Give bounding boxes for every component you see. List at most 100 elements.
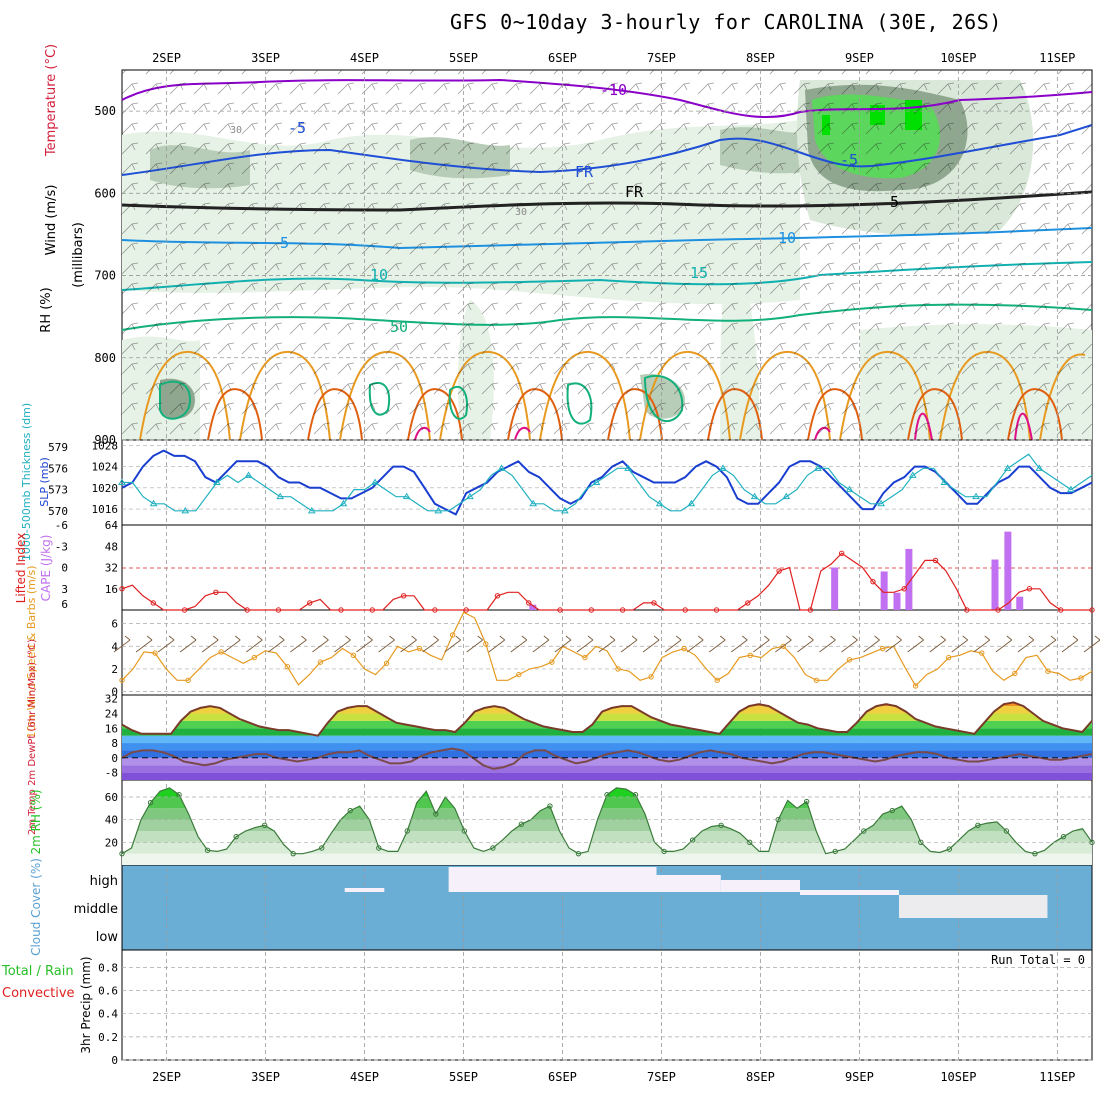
thickness-line-point <box>1035 464 1044 471</box>
precip-tick-label: 0.6 <box>98 985 118 998</box>
thickness-line-point <box>940 478 949 485</box>
wind-barb <box>1039 635 1057 653</box>
thickness-line-point <box>1003 464 1012 471</box>
wind-speed-line-point <box>284 663 291 670</box>
lifted-tick-label: 0 <box>61 562 68 575</box>
wind-barb <box>290 635 307 653</box>
wind-barb <box>907 635 924 653</box>
stability-panel <box>121 524 1093 611</box>
temperature-band <box>122 720 1092 729</box>
pressure-tick-label: 500 <box>94 104 116 118</box>
wind-barb <box>841 635 858 653</box>
lifted-index-line-point <box>995 607 1001 613</box>
wind-speed-line-point <box>846 657 853 663</box>
thickness-label: 1000-500mb Thickness (dm) <box>20 403 33 561</box>
wind-barb <box>775 635 792 653</box>
temp-label: 2m Temp 2m DewPt (6hr Min/Max) (°C) <box>27 639 38 835</box>
temperature-line <box>121 701 1093 737</box>
slp-tick-label: 1016 <box>92 503 119 516</box>
lifted-index-line-point <box>1058 607 1064 613</box>
rh2m-line-point <box>376 845 382 851</box>
lifted-index-line-point <box>307 600 313 606</box>
upper-wind-barbs <box>122 70 1092 440</box>
cape-tick-label: 32 <box>105 562 118 575</box>
wind-speed-line-point <box>152 650 158 656</box>
thickness-line-point <box>877 499 886 507</box>
rh2m-tick-label: 60 <box>105 791 118 804</box>
wind-speed-line-point <box>1012 670 1018 677</box>
rh2m-line-point <box>1003 828 1010 834</box>
contour-label: 5 <box>280 234 289 252</box>
pressure-tick-label: 700 <box>94 269 116 283</box>
temp-tick-label: 0 <box>111 752 118 765</box>
pressure-panel <box>121 439 1093 526</box>
date-label-bottom: 9SEP <box>845 1070 874 1084</box>
wind-barb <box>312 635 329 653</box>
wind-barb <box>444 635 461 653</box>
wind-speed-line-point <box>879 645 886 652</box>
date-label-bottom: 11SEP <box>1039 1070 1075 1084</box>
cloud-block <box>448 867 657 892</box>
lifted-index-line-point <box>338 607 344 613</box>
wind-barb <box>620 635 638 653</box>
temperature-band <box>122 743 1092 751</box>
contour-label: 30 <box>230 125 242 136</box>
left-axis-titles: Wind (m/s) Temperature (°C) RH (%) (mill… <box>1 44 93 1054</box>
wind-barb <box>554 635 572 653</box>
thickness-line-point <box>371 478 379 485</box>
thickness-line-point <box>434 506 443 514</box>
temperature-band <box>122 735 1092 744</box>
rh2m-band <box>122 853 1092 865</box>
pressure-tick-label: 600 <box>94 186 116 200</box>
wind-speed-line-point <box>979 650 985 656</box>
date-label-bottom: 10SEP <box>940 1070 976 1084</box>
lifted-tick-label: -3 <box>55 540 68 553</box>
wind-barb <box>708 635 726 653</box>
thickness-tick-label: 573 <box>48 484 68 497</box>
date-label-top: 3SEP <box>251 51 280 65</box>
wind-speed-line-point <box>218 649 224 655</box>
slp-label: SLP (mb) <box>38 457 51 507</box>
rh2m-line-point <box>661 848 667 855</box>
thickness-line-point <box>402 492 411 500</box>
precip-convective-label: Convective <box>2 986 75 1001</box>
rh2m-line-point <box>319 845 325 851</box>
lifted-index-line-point <box>651 600 657 606</box>
rh2m-line-point <box>518 821 525 827</box>
lifted-index-line-point <box>1089 607 1095 613</box>
rh2m-line-point <box>975 822 981 829</box>
temp-tick-label: -8 <box>105 767 118 780</box>
rh2m-line-point <box>547 803 553 809</box>
thickness-line-point <box>181 506 190 514</box>
lifted-index-line-point <box>932 557 939 564</box>
temperature-band <box>122 757 1092 766</box>
wind-speed-line-point <box>1045 668 1051 674</box>
temperature-band <box>122 728 1092 736</box>
contour-label: 5 <box>890 193 899 211</box>
lifted-index-line-point <box>557 607 563 613</box>
wind-speed-line-point <box>350 652 357 659</box>
wind-speed-line-point <box>251 654 257 661</box>
cape-bar <box>831 567 839 610</box>
lifted-index-line-point <box>119 586 125 592</box>
wind-speed-line-point <box>747 652 753 659</box>
wind-speed-line-point <box>912 683 919 689</box>
date-label-bottom: 4SEP <box>350 1070 379 1084</box>
lifted-index-line-point <box>745 600 751 606</box>
cloud-block <box>656 875 721 892</box>
thickness-line-point <box>845 485 854 493</box>
lifted-index-line-point <box>181 607 188 613</box>
wind-speed-line-point <box>416 645 423 652</box>
temperature-band <box>122 765 1092 773</box>
thickness-line-point <box>244 471 253 478</box>
thickness-line-point <box>782 492 791 500</box>
cloud-block <box>344 888 385 892</box>
rh2m-label: 2m RH (%) <box>29 789 43 854</box>
thickness-line-point <box>466 492 474 500</box>
wind-speed-line-point <box>780 643 787 649</box>
lifted-index-line-point <box>244 607 250 613</box>
rh2m-band <box>122 831 1092 843</box>
cape-tick-label: 16 <box>105 583 118 596</box>
lifted-index-line-point <box>494 593 501 599</box>
rh2m-line-point <box>261 822 268 829</box>
